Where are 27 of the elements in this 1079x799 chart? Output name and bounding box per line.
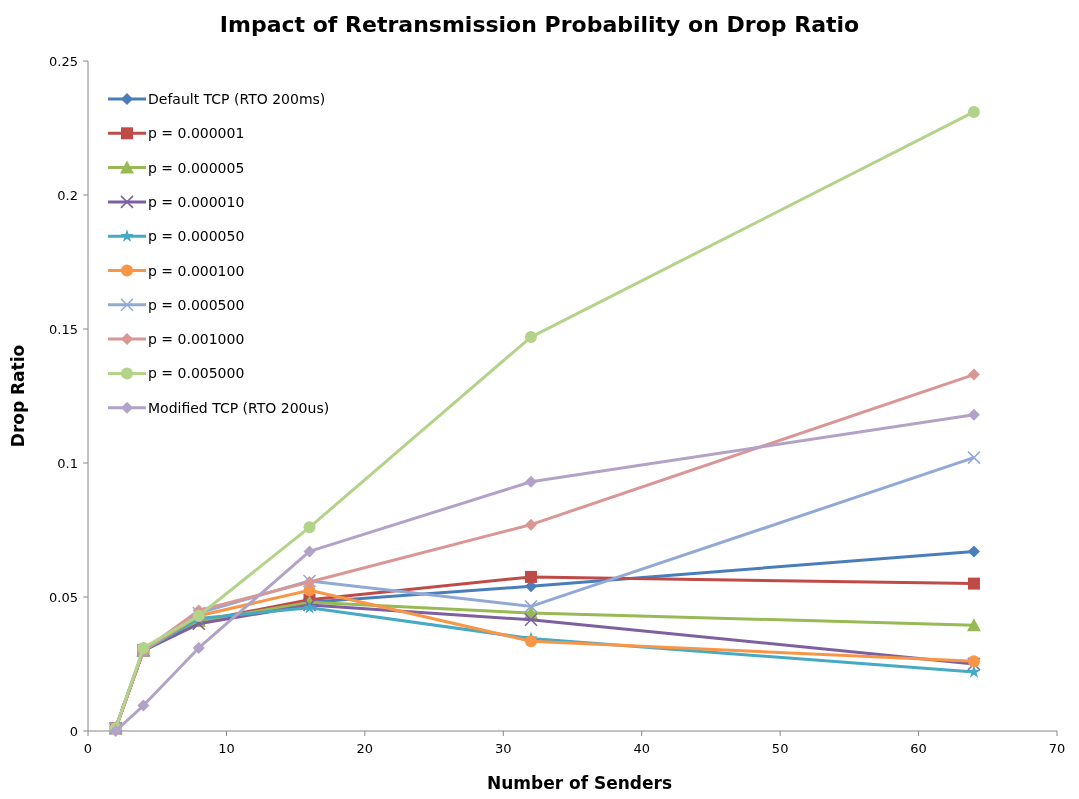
legend-label: p = 0.005000 [148, 365, 245, 382]
y-tick-label: 0.15 [49, 322, 78, 337]
legend-label: p = 0.000010 [148, 193, 245, 210]
legend-label: p = 0.000500 [148, 296, 245, 313]
legend-label: p = 0.000001 [148, 125, 245, 142]
chart-title: Impact of Retransmission Probability on Drop Ratio [219, 12, 860, 37]
x-tick-label: 70 [1048, 741, 1066, 756]
x-tick-label: 30 [495, 741, 512, 756]
legend-label: p = 0.000005 [148, 159, 245, 176]
y-tick-label: 0.25 [49, 54, 78, 69]
legend-label: p = 0.000100 [148, 262, 245, 279]
x-tick-label: 40 [633, 741, 650, 756]
x-tick-label: 0 [83, 741, 93, 756]
y-axis-title: Drop Ratio [8, 344, 28, 448]
legend-label: p = 0.001000 [148, 331, 245, 348]
x-axis-title: Number of Senders [486, 773, 673, 793]
legend-label: Default TCP (RTO 200ms) [148, 91, 326, 107]
x-tick-label: 20 [356, 741, 374, 756]
y-tick-label: 0.2 [57, 188, 78, 203]
y-tick-label: 0 [69, 724, 78, 739]
x-tick-label: 60 [910, 741, 927, 756]
legend-label: Modified TCP (RTO 200us) [148, 399, 330, 416]
x-tick-label: 50 [771, 741, 789, 756]
y-tick-label: 0.1 [57, 456, 78, 471]
legend-label: p = 0.000050 [148, 228, 245, 245]
y-tick-label: 0.05 [49, 590, 78, 605]
x-tick-label: 10 [218, 741, 235, 756]
